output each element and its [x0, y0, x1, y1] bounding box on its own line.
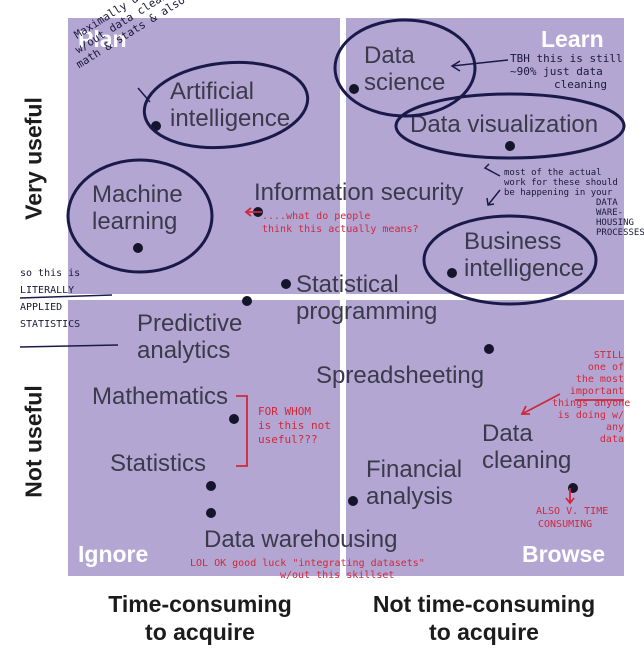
dot-data-cleaning	[568, 483, 578, 493]
note-viz-line3: be happening in your	[504, 188, 613, 198]
term-machine-learning: Machine learning	[92, 181, 183, 235]
note-wh-line1: LOL OK good luck "integrating datasets"	[190, 558, 425, 569]
dot-artificial-intelligence	[151, 121, 161, 131]
term-pa-line1: Predictive	[137, 310, 243, 337]
note-data-viz: most of the actual work for these should…	[504, 168, 644, 238]
term-information-security: Information security	[254, 179, 464, 206]
note-ds-line2: ~90% just data	[510, 65, 603, 78]
note-viz-line2: work for these should	[504, 178, 618, 188]
dot-data-visualization	[505, 141, 515, 151]
term-ai-line1: Artificial	[170, 78, 255, 105]
axis-label-very-useful: Very useful	[20, 97, 47, 220]
term-dc-line2: cleaning	[482, 447, 572, 474]
dot-statistics	[206, 481, 216, 491]
note-dc-line2: one of	[587, 362, 624, 373]
term-sp-line1: Statistical	[296, 271, 399, 298]
note-ml-line2: LITERALLY	[20, 285, 75, 296]
note-wh-line2: w/out this skillset	[280, 570, 395, 581]
term-predictive-analytics: Predictive analytics	[137, 310, 242, 364]
corner-ignore: Ignore	[78, 541, 149, 567]
term-data-cleaning: Data cleaning	[482, 420, 571, 474]
axis-label-not-time-consuming: Not time-consuming to acquire	[346, 590, 622, 646]
dot-spreadsheeting	[484, 344, 494, 354]
note-ds-line1: TBH this is still	[510, 52, 623, 65]
note-dc-line7: any	[605, 422, 624, 433]
term-pa-line2: analytics	[137, 337, 231, 364]
dot-statistical-programming	[281, 279, 291, 289]
term-fa-line2: analysis	[366, 483, 453, 510]
note-math: FOR WHOM is this not useful???	[258, 405, 331, 447]
note-viz-line6: HOUSING	[596, 218, 634, 228]
note-ds-line3: cleaning	[554, 78, 607, 91]
quadrant-plan	[68, 18, 340, 294]
note-ml-line1: so this is	[20, 268, 81, 279]
term-statistical-programming: Statistical programming	[296, 271, 437, 325]
note-infosec: ....what do people think this actually m…	[262, 210, 419, 236]
axis-label-time-consuming: Time-consuming to acquire	[85, 590, 315, 646]
note-math-line2: is this not	[258, 419, 331, 432]
note-time-consuming: ALSO V. TIME CONSUMING	[536, 505, 608, 531]
term-fa-line1: Financial	[366, 456, 463, 483]
note-math-line1: FOR WHOM	[258, 405, 311, 418]
note-viz-line4: DATA	[596, 198, 618, 208]
term-spreadsheeting: Spreadsheeting	[316, 362, 485, 389]
term-financial-analysis: Financial analysis	[366, 456, 462, 510]
axis-x-right-line1: Not time-consuming	[372, 591, 596, 617]
term-data-visualization: Data visualization	[410, 111, 599, 138]
dot-data-science	[349, 84, 359, 94]
note-time-line1: ALSO V. TIME	[536, 506, 609, 517]
term-bi-line2: intelligence	[464, 255, 585, 282]
note-viz-line5: WARE-	[596, 208, 624, 218]
term-dc-line1: Data	[482, 420, 533, 447]
dot-business-intelligence	[447, 268, 457, 278]
corner-plan: Plan	[78, 26, 127, 52]
term-ds-line2: science	[364, 69, 446, 96]
note-infosec-line1: ....what do people	[262, 211, 371, 222]
term-data-science: Data science	[364, 42, 445, 96]
dot-mathematics	[229, 414, 239, 424]
note-infosec-line2: think this actually means?	[262, 224, 419, 235]
note-viz-line1: most of the actual	[504, 168, 602, 178]
note-math-line3: useful???	[258, 433, 318, 446]
note-ml-line4: STATISTICS	[20, 319, 81, 330]
note-dc-line3: the most	[575, 374, 624, 385]
dot-data-warehousing	[206, 508, 216, 518]
term-ml-line1: Machine	[92, 181, 183, 208]
note-ml-line3: APPLIED	[20, 302, 63, 313]
term-artificial-intelligence: Artificial intelligence	[170, 78, 290, 132]
term-ai-line2: intelligence	[170, 105, 291, 132]
note-data-science: TBH this is still ~90% just data cleanin…	[510, 52, 623, 91]
note-data-cleaning: STILL one of the most important things a…	[552, 350, 631, 446]
term-ml-line2: learning	[92, 208, 178, 235]
dot-machine-learning	[133, 243, 143, 253]
corner-learn: Learn	[541, 26, 604, 52]
axis-x-left-line1: Time-consuming	[108, 591, 292, 617]
term-statistics: Statistics	[110, 450, 207, 477]
term-sp-line2: programming	[296, 298, 438, 325]
note-ml: so this is LITERALLY APPLIED STATISTICS	[20, 265, 80, 333]
note-dc-line6: is doing w/	[557, 410, 624, 421]
note-dc-line1: STILL	[593, 350, 624, 361]
note-dc-line5: things anyone	[552, 398, 631, 409]
axis-x-left-line2: to acquire	[145, 619, 255, 645]
axis-x-right-line2: to acquire	[429, 619, 539, 645]
note-dc-line4: important	[569, 386, 624, 397]
note-viz-line7: PROCESSES	[596, 228, 644, 238]
dot-financial-analysis	[348, 496, 358, 506]
dot-predictive-analytics	[242, 296, 252, 306]
term-data-warehousing: Data warehousing	[204, 526, 398, 553]
corner-browse: Browse	[522, 541, 606, 567]
term-mathematics: Mathematics	[92, 383, 229, 410]
note-dc-line8: data	[599, 434, 624, 445]
note-time-line2: CONSUMING	[538, 519, 593, 530]
axis-label-not-useful: Not useful	[20, 385, 47, 498]
note-warehousing: LOL OK good luck "integrating datasets" …	[190, 558, 425, 582]
term-ds-line1: Data	[364, 42, 415, 69]
